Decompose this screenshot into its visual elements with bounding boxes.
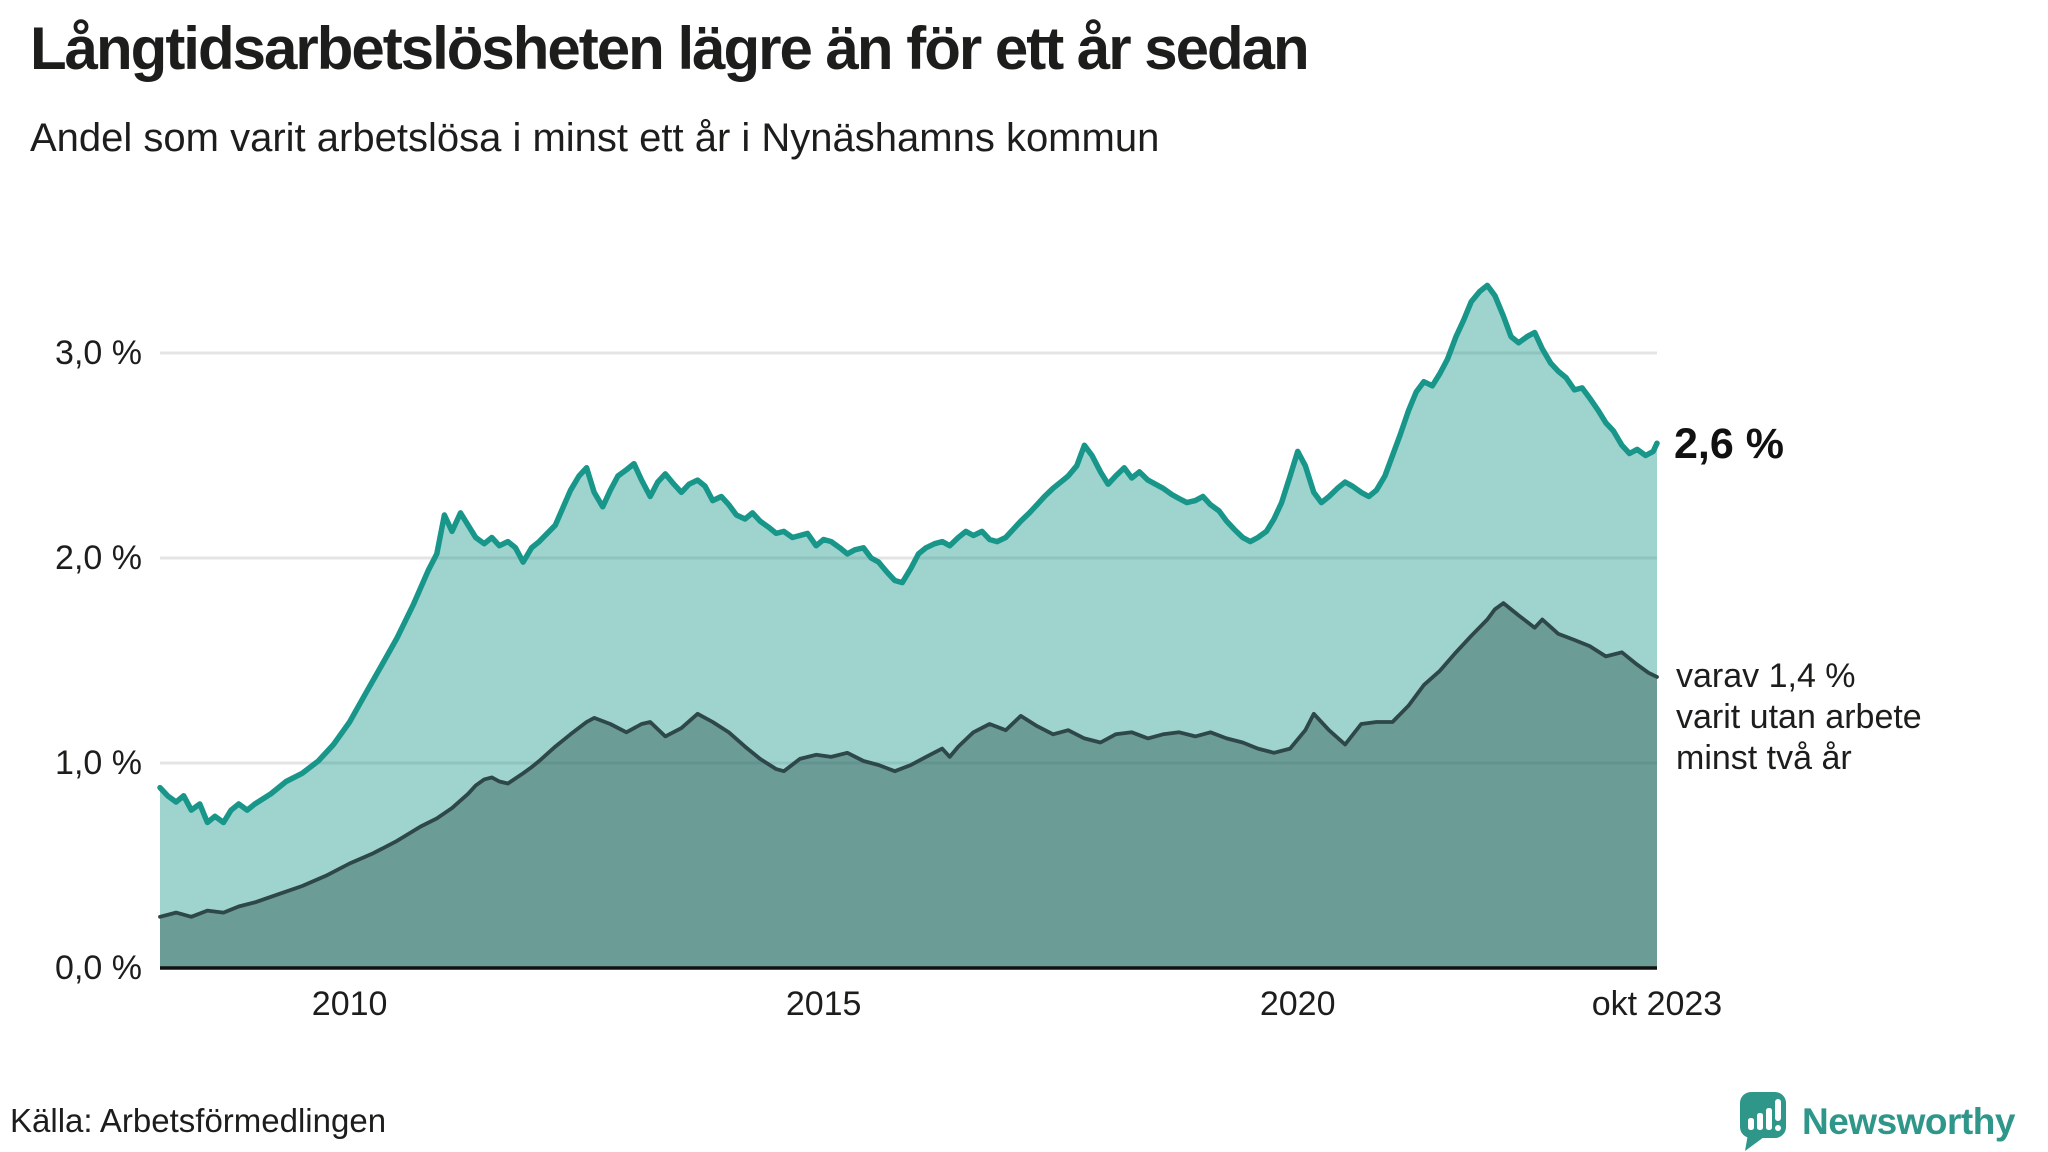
y-tick-label-0: 0,0 % [55, 949, 142, 987]
y-tick-label-1: 1,0 % [55, 744, 142, 782]
y-tick-label-3: 3,0 % [55, 334, 142, 372]
source-note: Källa: Arbetsförmedlingen [10, 1102, 387, 1139]
line-unemployed-two-years [158, 601, 1659, 919]
x-tick-label-2020: 2020 [1259, 985, 1336, 1023]
chart-subtitle: Andel som varit arbetslösa i minst ett å… [30, 116, 1160, 160]
x-tick-label-2015: 2015 [785, 985, 862, 1023]
x-tick-label-okt-2023: okt 2023 [1591, 985, 1723, 1023]
gridlines [160, 351, 1657, 765]
y-tick-label-2: 2,0 % [55, 539, 142, 577]
area-fill-unemployed-one-year [160, 285, 1657, 968]
x-tick-label-2010: 2010 [311, 985, 388, 1023]
chart-title: Långtidsarbetslösheten lägre än för ett … [30, 15, 1310, 82]
branding-name: Newsworthy [1802, 1101, 2015, 1142]
newsworthy-logo-icon [1740, 1092, 1786, 1151]
branding: Newsworthy [1738, 1090, 2048, 1152]
end-annotation-two-years: varav 1,4 % varit utan arbete minst två … [1676, 657, 1922, 777]
line-unemployed-one-year [157, 282, 1660, 826]
end-value-label-one-year: 2,6 % [1674, 420, 1784, 468]
area-fill-unemployed-two-years [160, 603, 1657, 968]
